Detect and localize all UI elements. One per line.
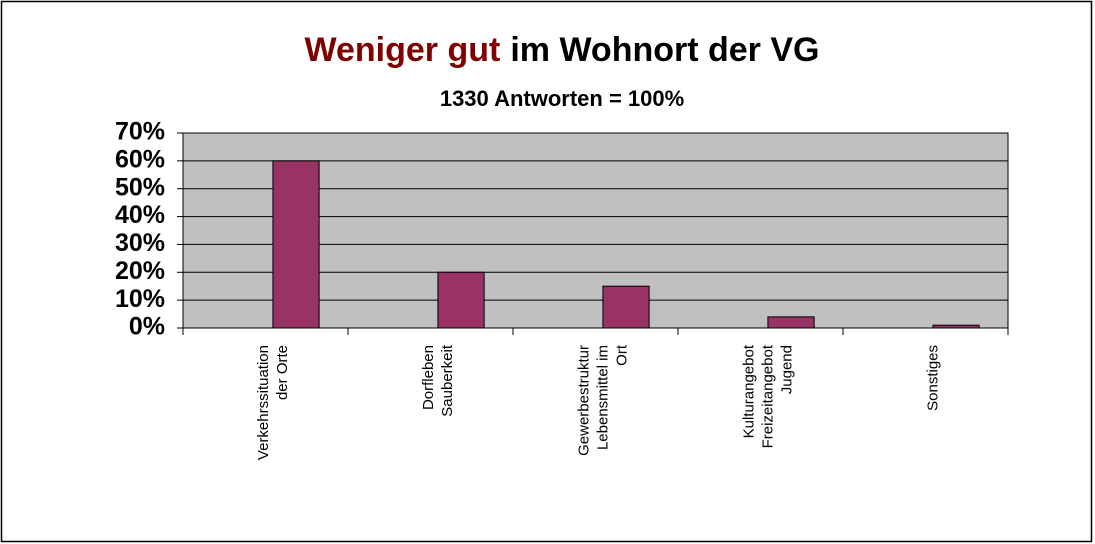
x-tick-label: der Orte — [274, 345, 291, 400]
x-tick-label: Freizeitangebot — [760, 344, 777, 448]
y-tick-label: 40% — [115, 201, 165, 229]
bar — [437, 271, 485, 329]
x-tick-label: Kulturangebot — [741, 344, 758, 438]
chart-subtitle: 1330 Antworten = 100% — [440, 86, 684, 111]
title-part: im Wohnort der VG — [510, 31, 819, 69]
x-tick-label: Sonstiges — [925, 345, 942, 411]
x-tick-label: Gewerbestruktur — [576, 345, 593, 456]
chart-title: Weniger gut im Wohnort der VG — [305, 31, 820, 69]
x-tick-label: Jugend — [779, 345, 796, 394]
x-tick-label: Sauberkeit — [439, 344, 456, 417]
plot-border — [182, 132, 1009, 329]
x-tick-label: Ort — [614, 344, 631, 366]
bar — [602, 285, 650, 329]
y-tick-label: 30% — [115, 229, 165, 257]
y-tick-label: 60% — [115, 145, 165, 173]
x-tick-label: Verkehrssituation — [255, 345, 272, 460]
x-tick-label: Lebensmittel im — [595, 345, 612, 450]
y-tick-label: 10% — [115, 285, 165, 313]
bar — [272, 160, 320, 329]
x-tick-label: Dorfleben — [420, 345, 437, 410]
plot-area — [183, 133, 1008, 328]
y-tick-label: 0% — [129, 313, 165, 341]
bar — [767, 316, 815, 329]
y-tick-label: 50% — [115, 173, 165, 201]
title-part: Weniger gut — [305, 31, 501, 69]
y-tick-label: 70% — [115, 118, 165, 146]
y-tick-label: 20% — [115, 257, 165, 285]
